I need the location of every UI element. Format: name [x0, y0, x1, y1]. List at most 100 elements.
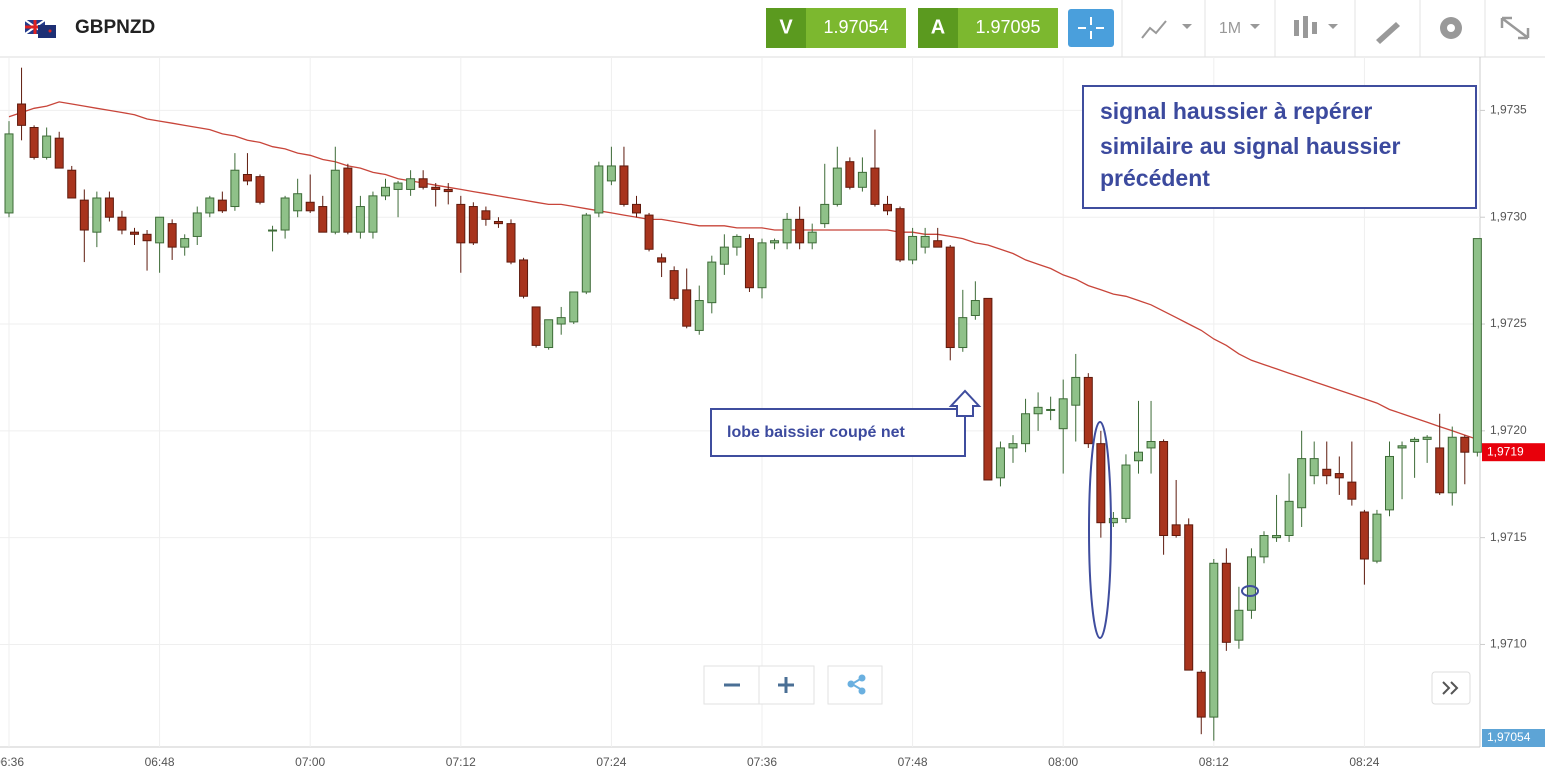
price-tag-label: 1,9719	[1487, 444, 1524, 458]
candle-body	[807, 231, 817, 244]
candle-body	[644, 214, 654, 250]
candle-body	[719, 246, 729, 265]
candle-body	[1272, 535, 1282, 539]
candle-body	[569, 291, 579, 323]
candle-body	[1397, 445, 1407, 449]
candle-body	[757, 242, 767, 289]
candle-body	[1347, 481, 1357, 500]
candle-body	[1046, 408, 1056, 411]
candle-body	[995, 447, 1005, 479]
candle-body	[895, 208, 905, 261]
candle-body	[1083, 376, 1093, 445]
candle-body	[493, 220, 503, 225]
candle-body	[1134, 451, 1143, 462]
annotation-lobe-box: lobe baissier coupé net	[710, 408, 966, 457]
toolbar-separators	[1121, 0, 1486, 57]
candle-body	[506, 223, 516, 263]
candle-body	[1008, 443, 1018, 449]
candle-body	[820, 203, 830, 225]
candle-body	[857, 171, 867, 188]
candle-body	[795, 218, 805, 244]
settings-button[interactable]	[1440, 17, 1462, 39]
candle-body	[217, 199, 227, 212]
candle-body	[117, 216, 127, 231]
candle-body	[431, 186, 441, 190]
candle-body	[744, 238, 754, 289]
candle-body	[883, 203, 892, 212]
candle-body	[1460, 436, 1470, 453]
price-tag-label: 1,97054	[1487, 730, 1531, 744]
candle-body	[343, 167, 353, 233]
candle-body	[958, 317, 968, 349]
candle-body	[1121, 464, 1131, 519]
candle-body	[1359, 511, 1369, 560]
candle-body	[167, 223, 177, 248]
plot: 1,9710 1,9715 1,9720 1,9725 1,9730 1,9735 06:3…	[0, 57, 1545, 769]
annotation-text: signal haussier à repérer	[1100, 98, 1372, 124]
candle-body	[594, 165, 604, 214]
candle-body	[845, 161, 855, 188]
x-tick-label: 07:36	[747, 755, 777, 769]
annotation-text: précédent	[1100, 165, 1210, 191]
price-tag	[1482, 443, 1545, 462]
candle-body	[42, 135, 52, 158]
x-tick-label: 06:36	[0, 755, 24, 769]
candles-button[interactable]	[1294, 16, 1338, 38]
y-tick-label: 1,9725	[1490, 316, 1527, 330]
candle-body	[1297, 458, 1307, 509]
candle-body	[406, 178, 416, 190]
y-tick-label: 1,9730	[1490, 209, 1527, 223]
zoom-in-button[interactable]	[758, 665, 815, 705]
buy-button[interactable]: A 1.97095	[918, 8, 1058, 48]
draw-button[interactable]	[1376, 22, 1400, 44]
candle-body	[694, 300, 704, 331]
sell-button[interactable]: V 1.97054	[766, 8, 906, 48]
candle-body	[456, 203, 466, 244]
candle-body	[1422, 436, 1432, 440]
zoom-out-button[interactable]	[703, 665, 760, 705]
price-tag	[1482, 729, 1545, 747]
candle-body	[970, 300, 980, 316]
buy-letter: A	[931, 16, 945, 38]
x-tick-label: 08:12	[1199, 755, 1229, 769]
candle-body	[1071, 376, 1081, 406]
candle-body	[531, 306, 541, 346]
timeframe-button[interactable]: 1M	[1219, 20, 1260, 37]
fullscreen-button[interactable]	[1500, 16, 1530, 40]
annotation-text: similaire au signal haussier	[1100, 133, 1400, 159]
annotation-ellipse	[1241, 585, 1259, 597]
candle-body	[318, 206, 328, 233]
candle-body	[920, 235, 930, 248]
candle-body	[1322, 468, 1332, 477]
x-tick-label: 06:48	[145, 755, 175, 769]
candle-body	[983, 297, 993, 481]
flag	[24, 19, 56, 38]
share-button[interactable]	[827, 665, 883, 705]
candle-body	[1234, 609, 1244, 641]
crosshair-button[interactable]	[1068, 9, 1114, 47]
candle-body	[4, 133, 14, 214]
sell-price: 1.97054	[823, 17, 888, 37]
candle-body	[1108, 517, 1118, 524]
candle-body	[682, 289, 692, 327]
candle-body	[1021, 413, 1031, 445]
annotation-text: lobe baissier coupé net	[727, 424, 906, 441]
candle-body	[1372, 513, 1382, 562]
sell-letter: V	[779, 16, 793, 38]
candle-body	[1309, 458, 1319, 477]
candle-body	[1146, 441, 1156, 449]
candle-body	[782, 218, 792, 244]
candle-body	[606, 165, 616, 182]
candle-body	[933, 240, 943, 248]
scroll-right-button[interactable]	[1431, 671, 1471, 705]
candle-body	[632, 203, 641, 214]
candle-body	[1159, 441, 1169, 537]
candle-body	[1184, 524, 1194, 671]
candle-body	[732, 235, 742, 248]
candle-body	[832, 167, 842, 205]
candle-body	[67, 169, 77, 199]
chart-type-button[interactable]	[1141, 20, 1192, 39]
candle-body	[1447, 436, 1457, 494]
candle-body	[1246, 556, 1256, 611]
